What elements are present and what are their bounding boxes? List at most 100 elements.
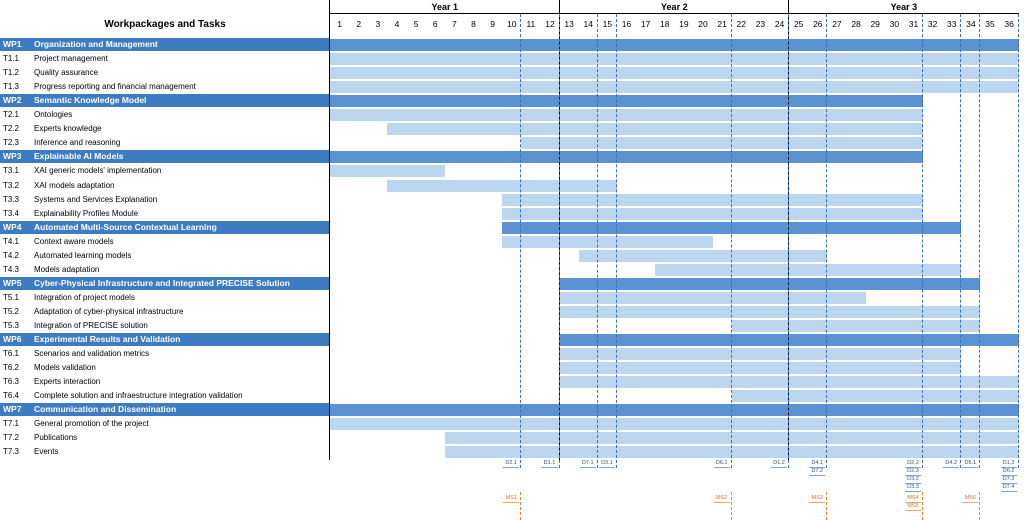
milestone-marker: MS1	[503, 495, 520, 503]
month-label: 3	[375, 19, 381, 29]
month-label: 16	[621, 19, 632, 29]
task-label: Inference and reasoning	[34, 138, 121, 148]
deliverable-marker: D1.3	[1000, 460, 1017, 468]
task-id: T6.1	[3, 349, 20, 359]
milestone-marker: MS2	[713, 495, 730, 503]
task-id: T3.4	[3, 208, 20, 218]
gantt-bar	[731, 390, 1019, 403]
month-label: 9	[490, 19, 495, 29]
wp-id: WP7	[3, 404, 22, 415]
wp-band	[0, 276, 330, 290]
year-separator	[329, 0, 330, 460]
milestone-line	[826, 491, 828, 520]
task-label: Ontologies	[34, 110, 73, 120]
gantt-bar	[559, 277, 981, 290]
deliverable-marker: D2.2	[904, 460, 922, 468]
task-id: T1.2	[3, 68, 20, 78]
gantt-bar	[330, 109, 924, 122]
task-label: Explainability Profiles Module	[34, 208, 139, 218]
task-id: T4.3	[3, 264, 20, 274]
gantt-bar	[502, 207, 924, 220]
task-id: T3.3	[3, 194, 20, 204]
gantt-bar	[578, 249, 828, 262]
deliverable-line	[520, 14, 522, 468]
month-label: 15	[602, 19, 613, 29]
task-label: Quality assurance	[34, 68, 99, 78]
task-id: T6.2	[3, 363, 20, 373]
month-label: 12	[545, 19, 555, 29]
month-label: 33	[946, 19, 957, 29]
wp-band	[0, 94, 330, 108]
year-underline	[559, 13, 790, 14]
deliverable-marker: D5.1	[962, 460, 979, 468]
deliverable-line	[730, 14, 732, 468]
deliverable-marker: D3.2	[904, 476, 922, 484]
gantt-bar	[330, 39, 1019, 52]
month-label: 32	[927, 19, 938, 29]
month-label: 24	[774, 19, 785, 29]
month-label: 14	[583, 19, 593, 29]
deliverable-marker: D2.3	[904, 468, 922, 476]
task-id: T1.3	[3, 82, 20, 92]
deliverable-line	[922, 14, 924, 468]
task-id: T4.2	[3, 250, 20, 260]
task-label: Automated learning models	[34, 250, 132, 260]
deliverable-line	[979, 14, 981, 468]
gantt-bar	[330, 67, 1019, 80]
gantt-bar	[330, 404, 1019, 417]
wp-id: WP3	[3, 151, 22, 162]
deliverable-line	[1017, 14, 1019, 468]
wp-band	[0, 150, 330, 164]
month-label: 4	[394, 19, 400, 29]
month-label: 35	[985, 19, 995, 29]
wp-band	[0, 38, 330, 52]
month-label: 7	[451, 19, 457, 29]
month-label: 13	[564, 19, 574, 29]
wp-label: Cyber-Physical Infrastructure and Integr…	[34, 277, 290, 288]
month-label: 36	[1004, 19, 1014, 29]
year-underline	[330, 13, 560, 14]
gantt-bar	[559, 348, 962, 361]
month-label: 29	[870, 19, 880, 29]
month-label: 17	[640, 19, 651, 29]
month-label: 21	[717, 19, 727, 29]
gantt-bar	[330, 53, 1019, 66]
deliverable-marker: D7.4	[1000, 484, 1017, 492]
milestone-marker: MS6	[962, 495, 979, 503]
deliverable-marker: D1.1	[541, 460, 558, 468]
task-id: T1.1	[3, 54, 20, 64]
gantt-bar	[330, 418, 1019, 431]
month-label: 34	[966, 19, 976, 29]
year-underline	[789, 13, 1019, 14]
task-id: T7.1	[3, 419, 20, 429]
task-label: Integration of project models	[34, 292, 135, 302]
month-label: 11	[526, 19, 536, 29]
deliverable-line	[826, 14, 828, 468]
task-label: Experts interaction	[34, 377, 101, 387]
task-label: Systems and Services Explanation	[34, 194, 158, 204]
task-id: T2.2	[3, 124, 20, 134]
year-label: Year 3	[890, 2, 918, 12]
milestone-marker: MS5	[904, 503, 922, 511]
deliverable-marker: D6.2	[1000, 468, 1017, 476]
task-label: Project management	[34, 54, 108, 64]
gantt-bar	[387, 123, 923, 136]
month-label: 5	[413, 19, 419, 29]
deliverable-marker: D3.3	[904, 484, 922, 492]
deliverable-marker: D4.1	[809, 460, 826, 468]
wp-label: Communication and Dissemination	[34, 404, 177, 415]
month-label: 18	[660, 19, 670, 29]
task-label: Models validation	[34, 363, 96, 373]
task-label: Experts knowledge	[34, 124, 102, 134]
task-label: Publications	[34, 433, 78, 443]
gantt-bar	[330, 151, 924, 164]
month-label: 2	[356, 19, 362, 29]
task-id: T7.2	[3, 433, 20, 443]
task-label: Integration of PRECISE solution	[34, 321, 148, 330]
task-label: XAI generic models' implementation	[34, 166, 162, 176]
month-label: 1	[337, 19, 342, 29]
gantt-bar	[559, 291, 866, 304]
deliverable-marker: D3.1	[598, 460, 615, 468]
milestone-line	[922, 491, 924, 520]
